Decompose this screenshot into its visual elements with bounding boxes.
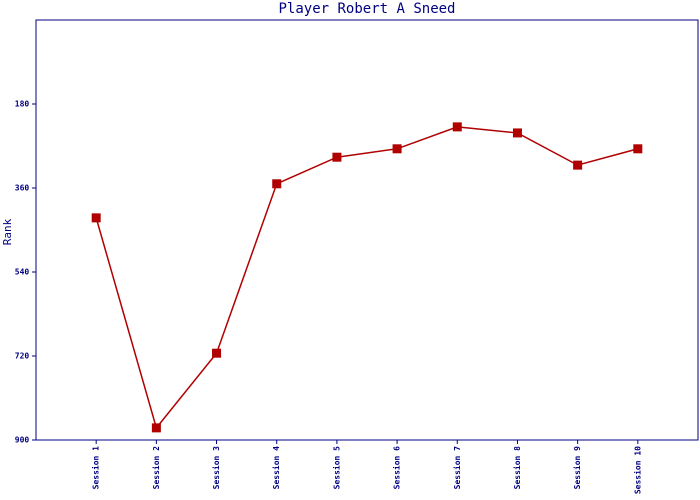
series-line bbox=[95, 126, 639, 430]
y-tick-label: 360 bbox=[15, 184, 30, 193]
point-marker bbox=[151, 423, 161, 433]
chart-title: Player Robert A Sneed bbox=[278, 1, 455, 17]
point-marker bbox=[512, 128, 522, 138]
y-tick-label: 540 bbox=[15, 268, 30, 277]
y-axis-title: Rank bbox=[1, 218, 14, 245]
point-marker bbox=[212, 348, 222, 358]
x-tick-label: Session 10 bbox=[632, 446, 642, 494]
x-tick-label: Session 8 bbox=[512, 446, 522, 490]
x-tick-label: Session 1 bbox=[91, 446, 101, 490]
point-marker bbox=[633, 144, 643, 154]
x-tick-label: Session 6 bbox=[392, 446, 402, 490]
x-tick-label: Session 2 bbox=[151, 446, 161, 490]
point-marker bbox=[91, 213, 101, 223]
point-marker bbox=[332, 152, 342, 162]
point-marker bbox=[573, 160, 583, 170]
x-tick-label: Session 4 bbox=[271, 446, 281, 490]
x-tick-label: Session 3 bbox=[211, 446, 221, 490]
y-tick-label: 720 bbox=[15, 352, 30, 361]
plot-frame bbox=[35, 19, 699, 441]
point-marker bbox=[452, 122, 462, 132]
x-tick-label: Session 7 bbox=[452, 446, 462, 490]
point-marker bbox=[392, 144, 402, 154]
x-tick-label: Session 9 bbox=[572, 446, 582, 490]
x-tick-label: Session 5 bbox=[331, 446, 341, 490]
y-tick-label: 180 bbox=[15, 100, 30, 109]
point-marker bbox=[272, 179, 282, 189]
y-tick-label: 900 bbox=[15, 436, 30, 445]
